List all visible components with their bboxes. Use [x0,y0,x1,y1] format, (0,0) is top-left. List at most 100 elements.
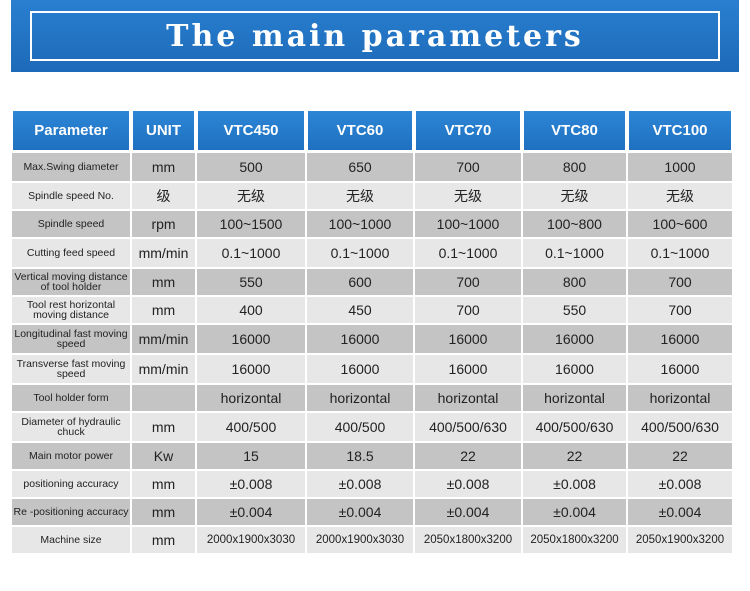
value-cell: 0.1~1000 [523,239,626,267]
value-cell: 550 [523,297,626,323]
value-cell: 2000x1900x3030 [197,527,305,553]
value-cell: 400/500/630 [415,413,521,441]
value-cell: 16000 [415,325,521,353]
table-row: Spindle speed No. 级无级 无级 无级 无级 无级 [12,183,732,209]
value-cell: 800 [523,269,626,295]
parameter-name: Longitudinal fast moving speed [12,325,130,353]
table-row: Re -positioning accuracy mm ±0.004 ±0.004 ±0… [12,499,732,525]
column-header-model: VTC100 [628,110,732,151]
parameter-name: Machine size [12,527,130,553]
table-row: Longitudinal fast moving speed mm/min 1600… [12,325,732,353]
value-cell: 16000 [415,355,521,383]
table-body: Max.Swing diameter mm 500 650 700 800 1000 Spin… [12,153,732,553]
value-cell: 无级 [415,183,521,209]
value-cell: 16000 [628,355,732,383]
unit-cell: rpm [132,211,195,237]
value-cell: 16000 [197,325,305,353]
column-header-unit: UNIT [132,110,195,151]
value-cell: 550 [197,269,305,295]
unit-cell: Kw [132,443,195,469]
value-cell: 0.1~1000 [197,239,305,267]
value-cell: 18.5 [307,443,413,469]
unit-cell: mm [132,527,195,553]
value-cell: horizontal [628,385,732,411]
unit-cell: mm/min [132,355,195,383]
value-cell: 400/500/630 [628,413,732,441]
value-cell: ±0.008 [628,471,732,497]
parameter-name: Tool rest horizontal moving distance [12,297,130,323]
parameter-name: positioning accuracy [12,471,130,497]
column-header-model: VTC70 [415,110,521,151]
column-header-model: VTC60 [307,110,413,151]
value-cell: 700 [628,269,732,295]
table-row: Tool rest horizontal moving distance mm 40… [12,297,732,323]
value-cell: 2050x1800x3200 [523,527,626,553]
unit-cell: mm [132,269,195,295]
table-row: Transverse fast moving speed mm/min 16000 1… [12,355,732,383]
value-cell: 100~800 [523,211,626,237]
value-cell: ±0.004 [197,499,305,525]
value-cell: 15 [197,443,305,469]
value-cell: 无级 [307,183,413,209]
value-cell: 650 [307,153,413,181]
table-row: Machine size mm 2000x1900x3030 2000x1900x30… [12,527,732,553]
parameter-name: Diameter of hydraulic chuck [12,413,130,441]
value-cell: ±0.008 [197,471,305,497]
value-cell: 700 [415,297,521,323]
unit-cell: mm [132,499,195,525]
value-cell: 16000 [197,355,305,383]
unit-cell: mm/min [132,325,195,353]
value-cell: ±0.008 [523,471,626,497]
unit-cell: mm/min [132,239,195,267]
table-row: Diameter of hydraulic chuck mm 400/500 400/… [12,413,732,441]
value-cell: ±0.004 [307,499,413,525]
value-cell: 100~1000 [415,211,521,237]
value-cell: horizontal [523,385,626,411]
parameters-table: Parameter UNIT VTC450 VTC60 VTC70 VTC80 VTC100… [10,108,734,555]
value-cell: 100~1000 [307,211,413,237]
column-header-model: VTC450 [197,110,305,151]
value-cell: 700 [415,153,521,181]
value-cell: 2000x1900x3030 [307,527,413,553]
value-cell: ±0.008 [307,471,413,497]
parameter-name: Transverse fast moving speed [12,355,130,383]
value-cell: 16000 [628,325,732,353]
parameter-name: Main motor power [12,443,130,469]
value-cell: 2050x1900x3200 [628,527,732,553]
table-row: Tool holder form horizontal horizontal hori… [12,385,732,411]
value-cell: 16000 [523,325,626,353]
value-cell: 600 [307,269,413,295]
value-cell: 100~600 [628,211,732,237]
table-row: Main motor power Kw 15 18.5 22 22 22 [12,443,732,469]
parameter-name: Spindle speed [12,211,130,237]
unit-cell: 级 [132,183,195,209]
value-cell: 500 [197,153,305,181]
value-cell: 0.1~1000 [415,239,521,267]
parameter-name: Cutting feed speed [12,239,130,267]
value-cell: 无级 [628,183,732,209]
parameter-name: Re -positioning accuracy [12,499,130,525]
value-cell: 400/500/630 [523,413,626,441]
column-header-parameter: Parameter [12,110,130,151]
value-cell: horizontal [307,385,413,411]
value-cell: ±0.004 [523,499,626,525]
value-cell: 0.1~1000 [307,239,413,267]
value-cell: 450 [307,297,413,323]
table-row: Max.Swing diameter mm 500 650 700 800 1000 [12,153,732,181]
value-cell: 22 [523,443,626,469]
title-frame: The main parameters [30,11,720,61]
parameter-name: Max.Swing diameter [12,153,130,181]
value-cell: 100~1500 [197,211,305,237]
value-cell: 2050x1800x3200 [415,527,521,553]
value-cell: ±0.004 [415,499,521,525]
value-cell: horizontal [197,385,305,411]
value-cell: 700 [415,269,521,295]
table-row: Cutting feed speed mm/min 0.1~1000 0.1~1000… [12,239,732,267]
parameter-name: Spindle speed No. [12,183,130,209]
value-cell: 22 [415,443,521,469]
value-cell: 800 [523,153,626,181]
value-cell: 16000 [307,355,413,383]
value-cell: 0.1~1000 [628,239,732,267]
table-row: Vertical moving distance of tool holder m… [12,269,732,295]
value-cell: 16000 [523,355,626,383]
